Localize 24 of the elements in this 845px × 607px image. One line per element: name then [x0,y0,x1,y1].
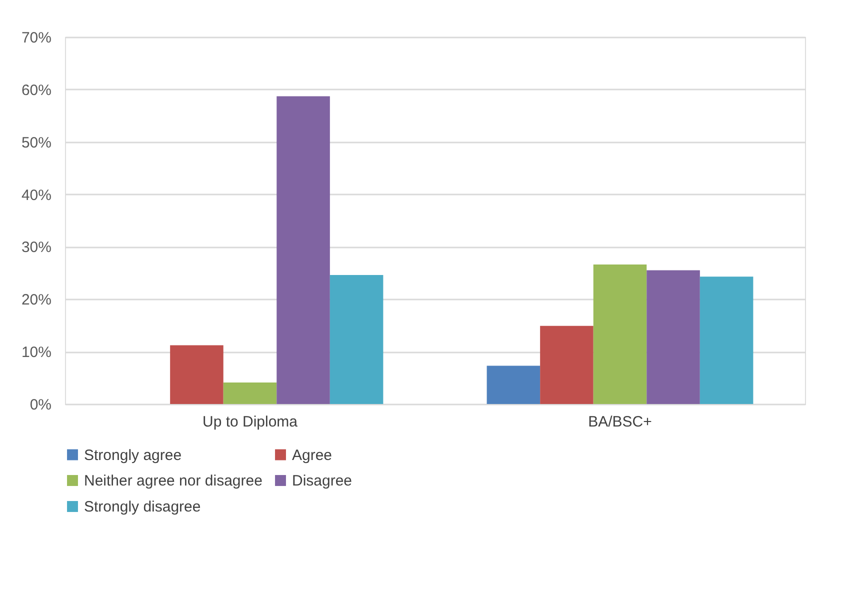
bar [646,270,700,404]
bar [223,382,277,404]
bar [486,366,540,404]
legend-label: Agree [292,446,332,464]
x-tick-label: BA/BSC+ [588,414,652,430]
bar [700,276,754,404]
y-tick-label: 50% [21,134,52,152]
legend-label: Disagree [292,472,352,490]
y-tick-label: 0% [30,396,52,414]
y-tick-label: 10% [21,344,52,362]
bar [330,275,384,404]
legend-label: Strongly disagree [84,498,201,516]
bar [540,326,594,404]
bar [593,264,647,404]
legend-label: Neither agree nor disagree [84,472,262,490]
x-tick-label: Up to Diploma [202,414,298,430]
bar [276,96,330,404]
y-tick-label: 20% [21,292,52,309]
bar [170,345,224,404]
y-tick-label: 30% [21,239,52,256]
y-tick-label: 70% [21,30,52,46]
y-tick-label: 60% [21,82,52,99]
legend-label: Strongly agree [84,446,182,464]
y-tick-label: 40% [21,186,52,204]
